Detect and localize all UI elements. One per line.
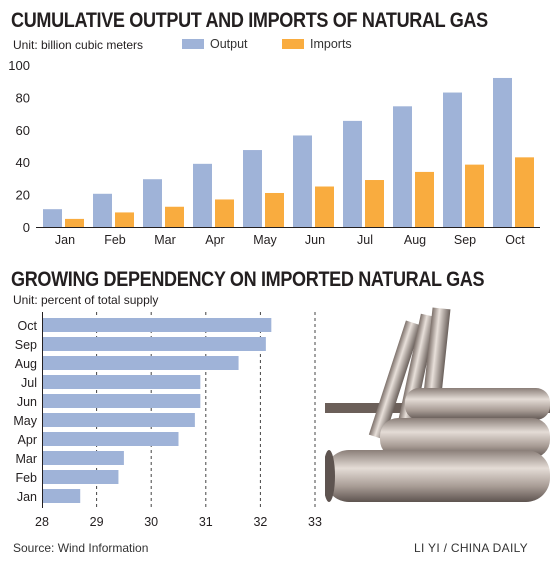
bar-imports-aug <box>415 171 434 227</box>
y-tick-label: Jan <box>17 490 37 504</box>
dependency-bar-chart: 28 29 30 31 32 33 Oct Sep Aug Jul Jun May Apr Mar Feb J… <box>13 312 322 529</box>
x-tick-label: 29 <box>90 515 104 529</box>
bar-output-oct <box>493 77 512 228</box>
output-imports-chart-title: CUMULATIVE OUTPUT AND IMPORTS OF NATURAL… <box>11 9 488 32</box>
x-tick-label: 32 <box>253 515 267 529</box>
bar-output-mar <box>143 179 162 227</box>
y-tick-label: Apr <box>18 433 37 447</box>
bar-output-jun <box>293 135 312 227</box>
bar-dependency-aug <box>42 356 239 370</box>
legend-output-label: Output <box>210 37 248 51</box>
bar-imports-feb <box>115 212 134 227</box>
bar-dependency-sep <box>42 337 266 351</box>
y-tick-label: Jun <box>17 395 37 409</box>
legend-output-swatch <box>182 39 204 49</box>
x-tick-label: 31 <box>199 515 213 529</box>
y-tick-label: 100 <box>8 58 30 73</box>
bar-imports-oct <box>515 157 534 227</box>
y-tick-label: Aug <box>15 357 37 371</box>
x-tick-label: Jul <box>357 233 373 247</box>
y-tick-label: 0 <box>23 220 30 235</box>
bar-dependency-oct <box>42 318 272 332</box>
bar-output-jan <box>43 209 62 227</box>
bar-output-sep <box>443 92 462 227</box>
x-tick-label: 30 <box>144 515 158 529</box>
x-tick-label: 33 <box>308 515 322 529</box>
y-tick-label: Feb <box>15 471 37 485</box>
source-note: Source: Wind Information <box>13 541 149 555</box>
x-tick-label: May <box>253 233 277 247</box>
x-tick-label: Jan <box>55 233 75 247</box>
bar-imports-jul <box>365 180 384 227</box>
bar-output-aug <box>393 106 412 227</box>
y-tick-label: May <box>13 414 37 428</box>
bar-imports-sep <box>465 164 484 227</box>
dependency-unit-label: Unit: percent of total supply <box>13 293 159 307</box>
bar-imports-apr <box>215 199 234 227</box>
y-tick-label: Jul <box>21 376 37 390</box>
legend-imports-swatch <box>282 39 304 49</box>
bar-output-jul <box>343 120 362 227</box>
y-tick-label: Mar <box>15 452 37 466</box>
legend-output: Output <box>182 37 248 51</box>
x-tick-label: Feb <box>104 233 126 247</box>
y-tick-label: Sep <box>15 338 37 352</box>
bar-output-feb <box>93 193 112 227</box>
bar-imports-may <box>265 192 284 227</box>
bar-imports-jan <box>65 218 84 227</box>
x-tick-label: Mar <box>154 233 176 247</box>
x-tick-label: Sep <box>454 233 476 247</box>
y-tick-label: Oct <box>18 319 38 333</box>
bar-dependency-jun <box>42 394 201 408</box>
bar-imports-jun <box>315 186 334 227</box>
bar-dependency-mar <box>42 451 124 465</box>
x-tick-label: 28 <box>35 515 49 529</box>
legend-imports-label: Imports <box>310 37 352 51</box>
dependency-chart-title: GROWING DEPENDENCY ON IMPORTED NATURAL G… <box>11 268 485 291</box>
output-imports-bar-chart: 0 20 40 60 80 100 Jan Feb Mar Apr May Jun Jul Aug Sep O… <box>8 58 540 247</box>
bar-imports-mar <box>165 206 184 227</box>
bar-dependency-jul <box>42 375 201 389</box>
credit-note: LI YI / CHINA DAILY <box>414 541 528 555</box>
pipeline-illustration <box>325 307 550 502</box>
x-tick-label: Oct <box>505 233 525 247</box>
bar-dependency-may <box>42 413 195 427</box>
x-tick-label: Apr <box>205 233 224 247</box>
y-tick-label: 40 <box>16 155 30 170</box>
legend-imports: Imports <box>282 37 352 51</box>
bar-dependency-feb <box>42 470 119 484</box>
y-tick-label: 80 <box>16 90 30 105</box>
bar-dependency-jan <box>42 489 81 503</box>
bar-dependency-apr <box>42 432 179 446</box>
bar-output-may <box>243 150 262 227</box>
y-tick-label: 60 <box>16 123 30 138</box>
output-imports-unit-label: Unit: billion cubic meters <box>13 38 144 52</box>
x-tick-label: Jun <box>305 233 325 247</box>
y-tick-label: 20 <box>16 188 30 203</box>
bar-output-apr <box>193 163 212 227</box>
x-tick-label: Aug <box>404 233 426 247</box>
